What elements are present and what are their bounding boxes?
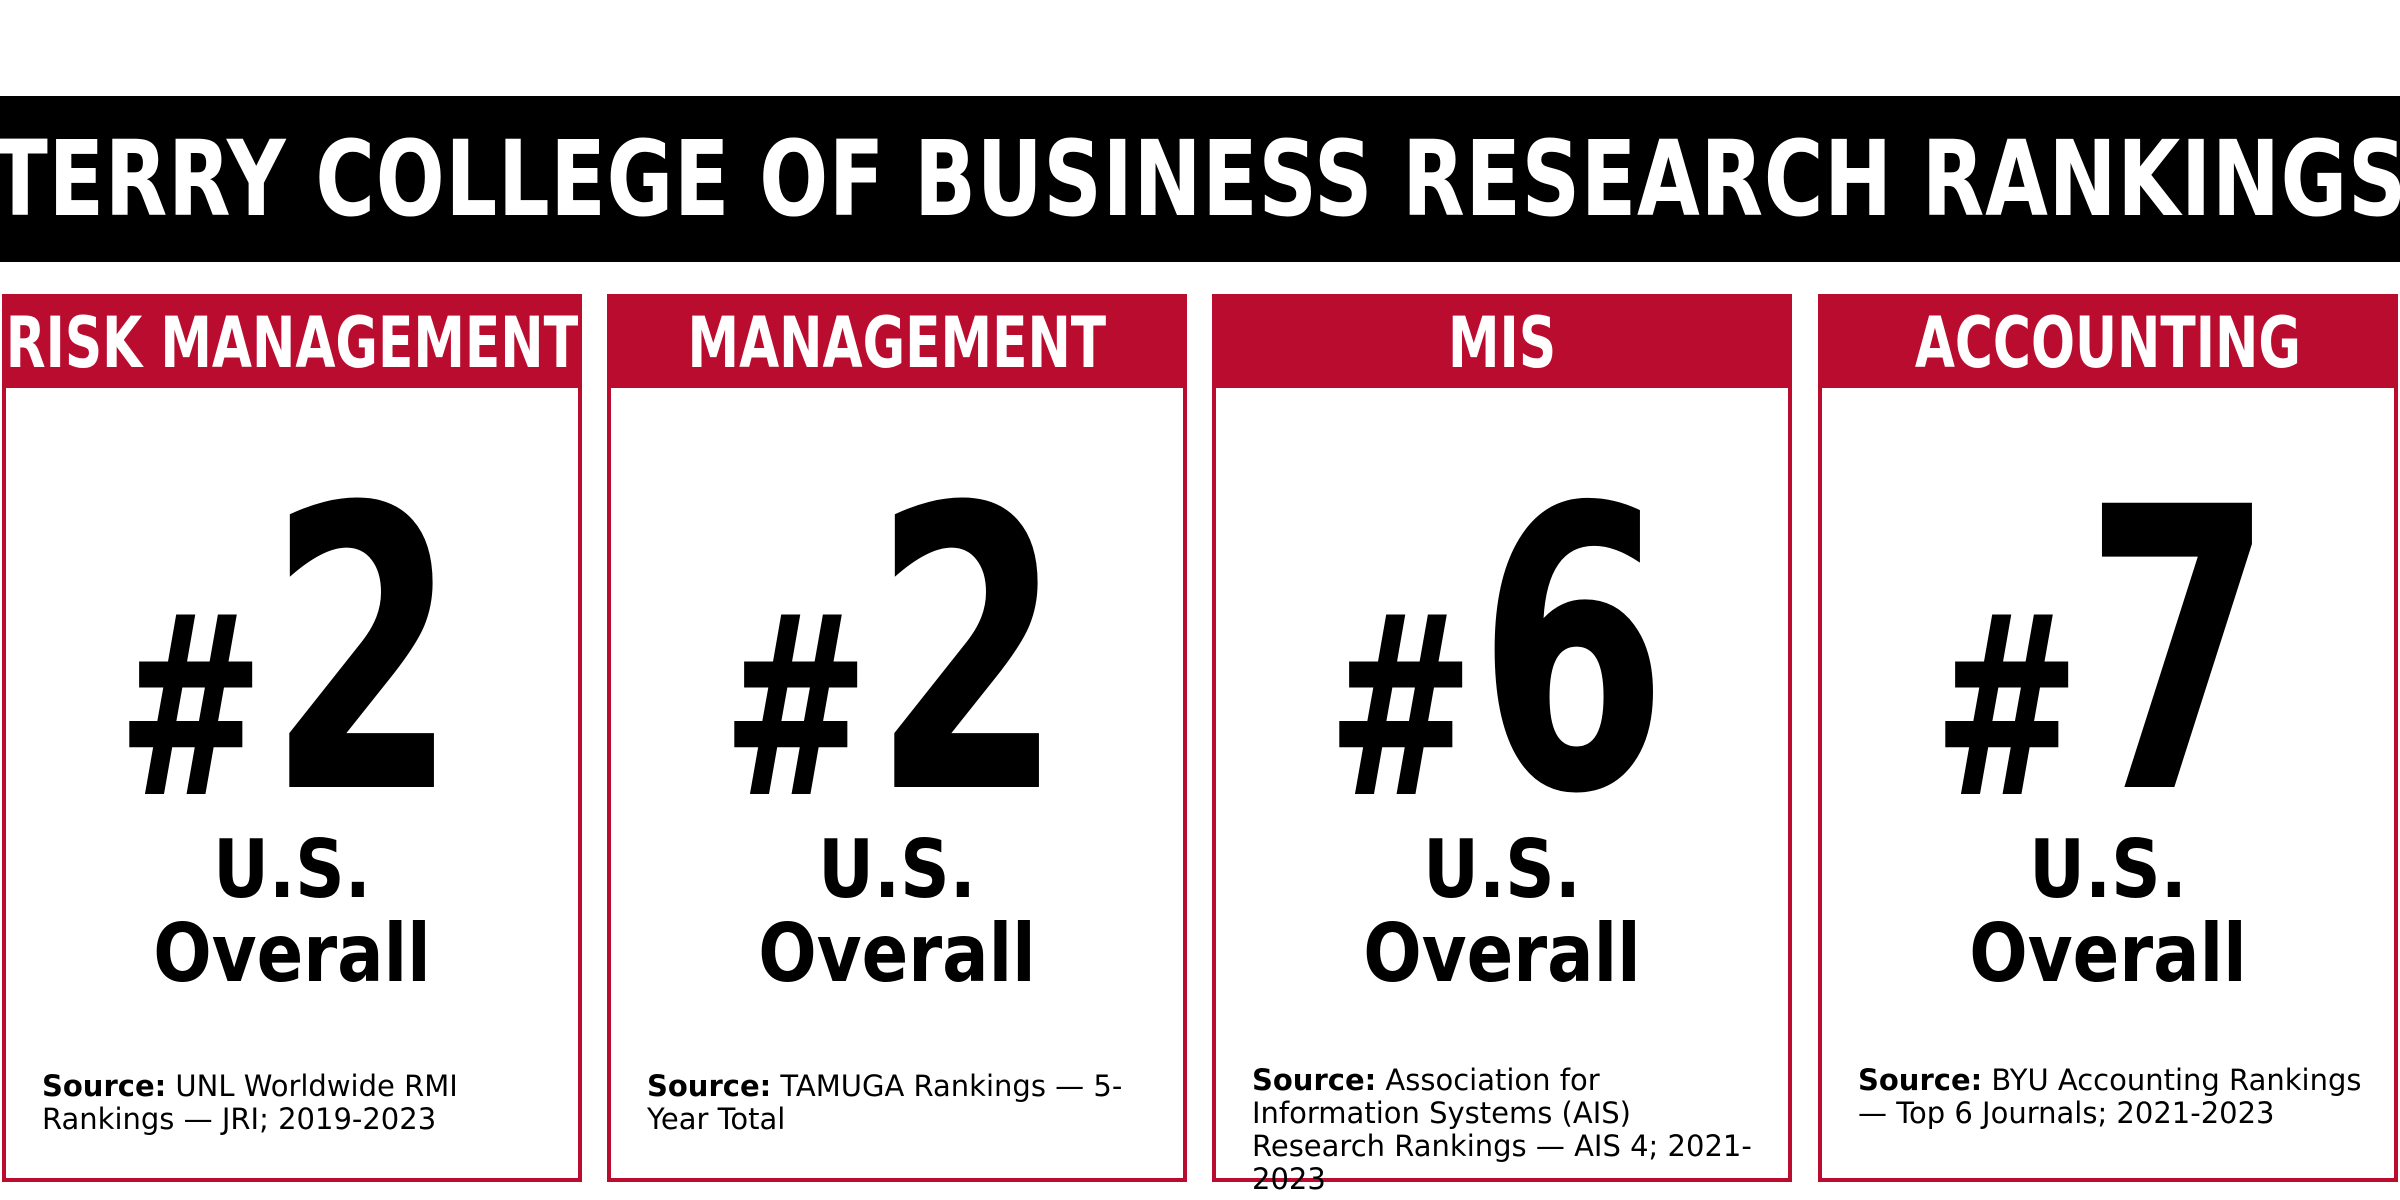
source-note: Source: TAMUGA Rankings — 5-Year Total	[647, 1070, 1153, 1136]
rank-hash: #	[1932, 562, 2080, 853]
ranking-card-mis: MIS #6 U.S. Overall Source: Association …	[1212, 294, 1792, 1196]
rank-figure: #7	[1822, 425, 2394, 879]
card-header: ACCOUNTING	[1822, 298, 2394, 388]
source-label: Source:	[42, 1069, 167, 1103]
rank-number: 7	[2083, 425, 2274, 879]
rank-number: 6	[1477, 425, 1668, 879]
scope-line-1: U.S.	[213, 823, 371, 916]
rank-hash: #	[1326, 562, 1474, 853]
page-title: TERRY COLLEGE OF BUSINESS RESEARCH RANKI…	[0, 118, 2400, 240]
card-header: RISK MANAGEMENT	[6, 298, 578, 388]
source-note: Source: BYU Accounting Rankings — Top 6 …	[1858, 1064, 2364, 1130]
ranking-card-management: MANAGEMENT #2 U.S. Overall Source: TAMUG…	[607, 294, 1187, 1182]
rank-scope: U.S. Overall	[1822, 828, 2394, 996]
rank-figure: #2	[611, 425, 1183, 879]
source-label: Source:	[1252, 1063, 1377, 1097]
card-category: MIS	[1447, 302, 1557, 384]
scope-line-2: Overall	[1363, 907, 1641, 1000]
scope-line-2: Overall	[1969, 907, 2247, 1000]
card-header: MIS	[1216, 298, 1788, 388]
rank-number: 2	[267, 425, 458, 879]
scope-line-2: Overall	[153, 907, 431, 1000]
scope-line-1: U.S.	[1423, 823, 1581, 916]
rank-scope: U.S. Overall	[611, 828, 1183, 996]
scope-line-1: U.S.	[2029, 823, 2187, 916]
scope-line-2: Overall	[758, 907, 1036, 1000]
rank-hash: #	[721, 562, 869, 853]
rank-figure: #6	[1216, 425, 1788, 879]
card-category: ACCOUNTING	[1914, 302, 2302, 384]
source-label: Source:	[1858, 1063, 1983, 1097]
scope-line-1: U.S.	[818, 823, 976, 916]
source-label: Source:	[647, 1069, 772, 1103]
rank-hash: #	[116, 562, 264, 853]
rank-number: 2	[872, 425, 1063, 879]
rank-figure: #2	[6, 425, 578, 879]
source-text: BYU Accounting Rankings — Top 6 Journals…	[1858, 1063, 2362, 1130]
card-category: RISK MANAGEMENT	[6, 302, 578, 384]
rank-scope: U.S. Overall	[1216, 828, 1788, 996]
card-header: MANAGEMENT	[611, 298, 1183, 388]
title-banner: TERRY COLLEGE OF BUSINESS RESEARCH RANKI…	[0, 96, 2400, 262]
source-text: TAMUGA Rankings — 5-Year Total	[647, 1069, 1123, 1136]
source-note: Source: Association for Information Syst…	[1252, 1064, 1758, 1196]
ranking-card-accounting: ACCOUNTING #7 U.S. Overall Source: BYU A…	[1818, 294, 2398, 1182]
ranking-card-risk-management: RISK MANAGEMENT #2 U.S. Overall Source: …	[2, 294, 582, 1182]
source-text: Association for Information Systems (AIS…	[1252, 1063, 1752, 1196]
card-category: MANAGEMENT	[687, 302, 1107, 384]
rank-scope: U.S. Overall	[6, 828, 578, 996]
source-text: UNL Worldwide RMI Rankings — JRI; 2019-2…	[42, 1069, 458, 1136]
source-note: Source: UNL Worldwide RMI Rankings — JRI…	[42, 1070, 548, 1136]
